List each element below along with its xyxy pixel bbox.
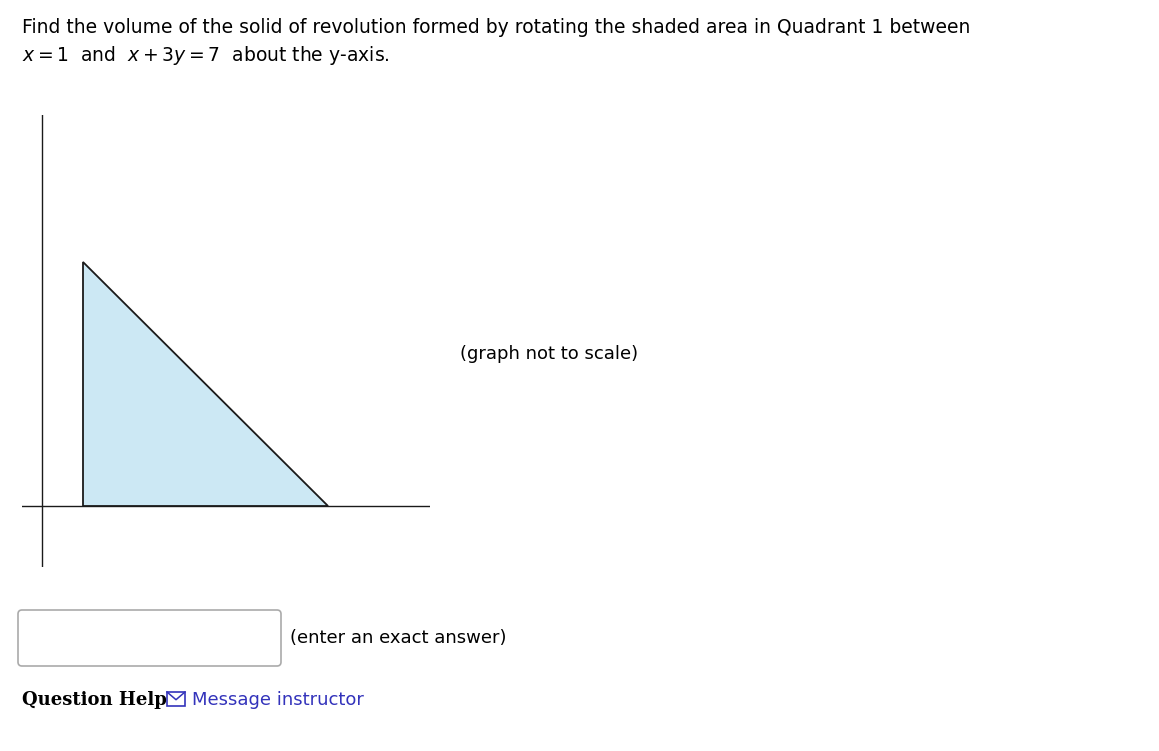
Polygon shape bbox=[83, 261, 328, 506]
FancyBboxPatch shape bbox=[167, 692, 185, 706]
Text: Question Help:: Question Help: bbox=[22, 691, 174, 709]
Text: (graph not to scale): (graph not to scale) bbox=[460, 345, 639, 363]
Text: Message instructor: Message instructor bbox=[192, 691, 364, 709]
FancyBboxPatch shape bbox=[19, 610, 280, 666]
Text: $x = 1$  and  $x + 3y = 7$  about the y-axis.: $x = 1$ and $x + 3y = 7$ about the y-axi… bbox=[22, 44, 389, 67]
Text: (enter an exact answer): (enter an exact answer) bbox=[290, 629, 506, 647]
Text: Find the volume of the solid of revolution formed by rotating the shaded area in: Find the volume of the solid of revoluti… bbox=[22, 18, 970, 37]
